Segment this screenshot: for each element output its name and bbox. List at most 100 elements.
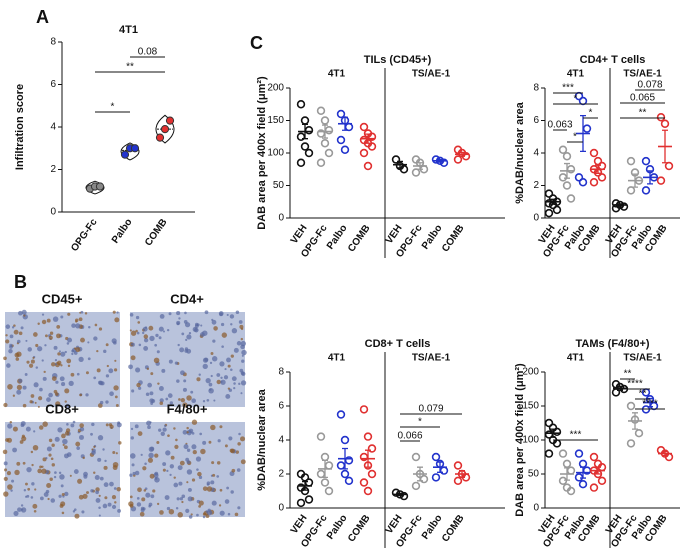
data-point: [296, 100, 306, 109]
cell: [240, 380, 247, 386]
cell: [226, 357, 231, 363]
data-point: [626, 186, 636, 195]
cell: [87, 341, 90, 344]
panel-label: A: [36, 7, 49, 27]
cell: [59, 474, 65, 480]
cell: [35, 366, 39, 369]
x-tick-label: COMB: [143, 217, 170, 248]
cell: [103, 482, 109, 488]
cell: [137, 386, 142, 390]
cell: [240, 436, 246, 442]
cell: [23, 314, 26, 317]
y-tick-label: 0: [533, 503, 539, 514]
cell: [93, 376, 97, 380]
cell: [85, 371, 89, 375]
cell: [219, 425, 223, 429]
cell: [79, 434, 84, 440]
significance-label: **: [639, 389, 647, 400]
data-point: [391, 155, 401, 164]
chart-title: TILs (CD45+): [364, 54, 432, 66]
data-point: [593, 156, 603, 166]
cell: [48, 438, 53, 443]
cell: [33, 509, 37, 513]
data-point: [411, 452, 421, 462]
cell: [32, 503, 38, 509]
y-tick-label: 150: [522, 401, 539, 412]
error-bar: [302, 481, 308, 491]
cell: [20, 421, 26, 426]
data-point: [320, 452, 330, 462]
cell: [81, 510, 85, 514]
cell: [44, 344, 47, 347]
cell: [183, 320, 188, 324]
cell: [230, 448, 236, 454]
cell: [91, 448, 94, 451]
data-point: [95, 182, 105, 191]
cell: [138, 343, 142, 347]
group-label: 4T1: [567, 69, 585, 80]
cell: [157, 382, 160, 385]
data-point: [431, 452, 441, 462]
x-tick-label: COMB: [440, 513, 467, 544]
data-point: [574, 473, 584, 482]
cell: [78, 317, 83, 322]
cell: [211, 461, 215, 465]
cell: [43, 370, 46, 374]
cell: [174, 361, 179, 365]
cell: [163, 424, 167, 428]
data-point: [359, 478, 369, 487]
data-point: [558, 173, 568, 182]
cell: [63, 445, 68, 450]
cell: [190, 513, 193, 516]
cell: [236, 341, 242, 346]
error-bar: [632, 173, 638, 188]
cell: [97, 435, 104, 441]
cell: [85, 393, 89, 397]
data-point: [130, 144, 140, 153]
cell: [35, 343, 39, 348]
data-point: [340, 469, 350, 479]
cell: [169, 401, 174, 405]
cell: [68, 380, 74, 387]
cell: [82, 493, 88, 499]
cell: [50, 457, 54, 461]
cell: [52, 316, 59, 322]
data-point: [641, 186, 651, 195]
cell: [145, 392, 150, 397]
significance-label: 0.065: [630, 93, 655, 104]
cell: [17, 339, 21, 344]
cell: [86, 491, 89, 495]
cell: [58, 494, 62, 498]
cell: [25, 339, 28, 342]
cell: [24, 373, 28, 376]
cell: [17, 507, 22, 512]
cell: [202, 515, 206, 519]
cell: [211, 500, 217, 506]
cell: [216, 379, 222, 385]
cell: [177, 465, 183, 471]
cell: [154, 343, 158, 347]
cell: [109, 424, 114, 429]
cell: [62, 443, 65, 446]
cell: [76, 372, 80, 376]
cell: [55, 401, 61, 407]
cell: [240, 459, 246, 465]
cell: [73, 469, 79, 474]
cell: [61, 382, 66, 387]
y-axis-label: DAB area per 400x field (μm²): [514, 363, 526, 517]
data-point: [320, 139, 330, 148]
data-point: [578, 459, 588, 468]
y-tick-label: 100: [267, 148, 284, 159]
cell: [195, 456, 202, 462]
cell: [79, 427, 85, 432]
significance-label: *: [573, 132, 577, 143]
cell: [159, 510, 164, 515]
cell: [67, 364, 71, 368]
cell: [111, 338, 117, 344]
cell: [72, 510, 76, 513]
data-point: [391, 488, 401, 497]
cell: [29, 400, 33, 404]
cell: [213, 326, 218, 331]
data-point: [300, 473, 310, 482]
cell: [156, 350, 160, 354]
